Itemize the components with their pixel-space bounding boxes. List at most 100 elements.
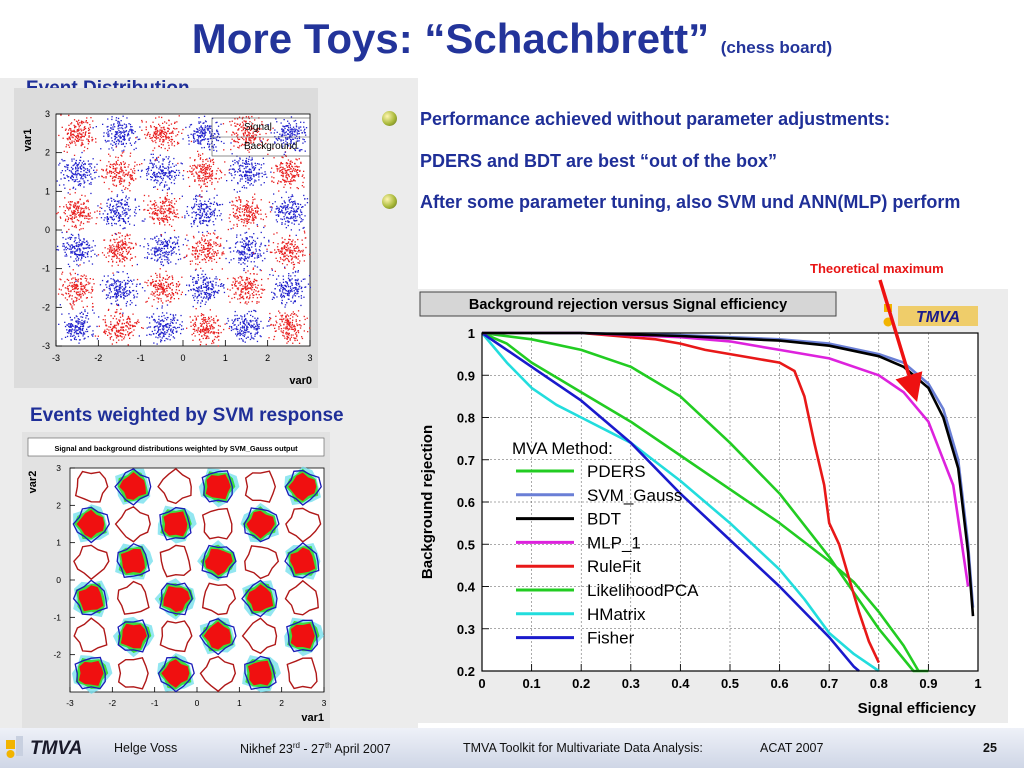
data-point [83,320,85,323]
data-point [109,208,111,211]
data-point [109,289,111,291]
data-point [119,241,121,243]
data-point [123,203,126,206]
data-point [112,163,115,165]
data-point [114,332,116,334]
data-point [157,330,160,332]
data-point [152,313,155,315]
data-point [111,118,113,121]
data-point [84,162,86,165]
data-point [131,302,133,304]
data-point [78,136,80,138]
data-point [67,192,69,194]
data-point [71,210,73,212]
data-point [74,210,76,212]
data-point [115,296,117,298]
data-point [164,294,167,296]
data-point [109,175,112,177]
data-point [60,172,62,174]
data-point [157,301,159,303]
data-point [117,331,119,333]
data-point [110,302,112,305]
data-point [70,204,72,206]
data-point [107,140,109,142]
data-point [81,243,83,245]
data-point [120,215,122,217]
data-point [129,190,131,192]
data-point [89,218,91,220]
data-point [114,135,117,138]
data-point [120,143,123,145]
data-point [68,323,70,325]
data-point [114,249,116,251]
data-point [64,325,67,328]
data-point [80,275,82,277]
data-point [81,241,83,243]
data-point [80,215,82,217]
data-point [171,288,173,291]
data-point [112,317,114,320]
data-point [66,324,68,326]
data-point [76,178,78,180]
data-point [118,291,120,293]
data-point [122,142,124,144]
data-point [68,176,70,178]
data-point [99,159,102,162]
data-point [77,273,79,276]
data-point [76,249,78,251]
data-point [113,135,116,137]
data-point [120,240,122,242]
data-point [168,324,171,327]
data-point [84,176,86,178]
data-point [83,135,85,138]
data-point [166,304,169,306]
data-point [106,205,108,207]
data-point [129,234,131,236]
data-point [75,180,77,182]
data-point [135,141,137,143]
data-point [68,137,70,139]
data-point [75,237,77,239]
data-point [116,249,118,251]
data-point [67,288,69,290]
data-point [70,166,73,169]
data-point [114,138,116,141]
data-point [77,170,79,172]
data-point [129,223,131,225]
data-point [116,214,118,216]
data-point [73,281,76,284]
data-point [110,251,112,253]
data-point [134,161,136,163]
data-point [74,239,76,241]
data-point [126,198,129,201]
data-point [166,290,168,292]
data-point [156,343,158,345]
data-point [109,333,111,335]
data-point [101,279,104,282]
data-point [83,287,86,289]
data-point [123,293,125,295]
data-point [65,128,67,130]
data-point [91,178,93,180]
data-point [75,162,77,165]
data-point [124,244,127,246]
data-point [161,312,164,314]
data-point [83,323,85,325]
data-point [81,176,83,178]
data-point [108,285,111,287]
data-point [119,320,121,323]
data-point [124,200,126,202]
data-point [73,204,75,206]
data-point [90,167,93,169]
data-point [152,292,155,294]
data-point [87,160,89,162]
data-point [119,177,121,180]
data-point [68,124,70,126]
data-point [71,252,73,254]
data-point [127,318,129,320]
data-point [128,327,130,329]
data-point [73,212,75,214]
data-point [121,211,124,213]
data-point [81,133,83,135]
data-point [88,221,90,223]
